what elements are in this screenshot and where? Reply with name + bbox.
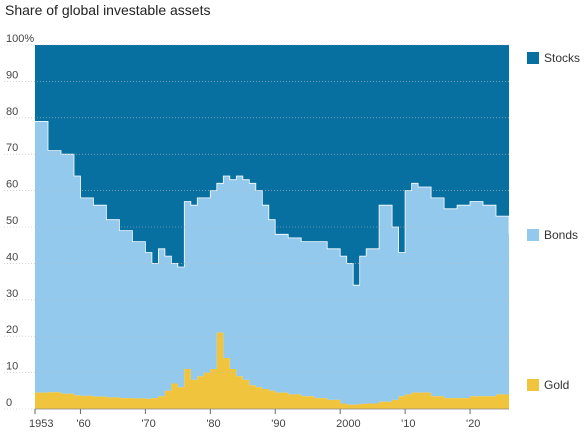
legend-swatch-stocks — [527, 52, 539, 64]
x-axis-ticks: 1953 '60 '70 '80 '90 2000 '10 '20 — [29, 408, 509, 430]
area-stocks — [35, 45, 509, 286]
area-bonds — [35, 121, 509, 405]
y-tick-label: 30 — [6, 288, 18, 300]
x-tick-label: '60 — [76, 418, 90, 430]
x-tick-label: '80 — [206, 418, 220, 430]
y-tick-label: 100% — [6, 33, 34, 45]
y-tick-label: 10 — [6, 361, 18, 373]
legend-swatch-bonds — [527, 229, 539, 241]
legend-label-gold: Gold — [544, 378, 569, 392]
y-tick-label: 20 — [6, 324, 18, 336]
y-tick-label: 60 — [6, 179, 18, 191]
area-gold — [35, 332, 509, 409]
y-tick-label: 40 — [6, 251, 18, 263]
x-tick-label: '10 — [401, 418, 415, 430]
x-tick-label: 2000 — [336, 418, 360, 430]
plot-area — [35, 45, 510, 409]
y-tick-label: 90 — [6, 69, 18, 81]
y-tick-label: 70 — [6, 142, 18, 154]
x-tick-label: 1953 — [29, 418, 53, 430]
legend-label-stocks: Stocks — [544, 51, 580, 65]
y-tick-label: 0 — [6, 397, 12, 409]
y-tick-label: 50 — [6, 215, 18, 227]
x-tick-label: '20 — [466, 418, 480, 430]
legend: Stocks Bonds Gold — [527, 51, 580, 392]
boundary-stocks-bonds — [35, 121, 510, 286]
x-tick-label: '90 — [271, 418, 285, 430]
legend-label-bonds: Bonds — [544, 228, 578, 242]
chart-title: Share of global investable assets — [5, 2, 211, 18]
x-tick-label: '70 — [141, 418, 155, 430]
y-axis-ticks: 100% 90 80 70 60 50 40 30 20 10 0 — [6, 33, 34, 409]
legend-swatch-gold — [527, 379, 539, 391]
y-tick-label: 80 — [6, 106, 18, 118]
